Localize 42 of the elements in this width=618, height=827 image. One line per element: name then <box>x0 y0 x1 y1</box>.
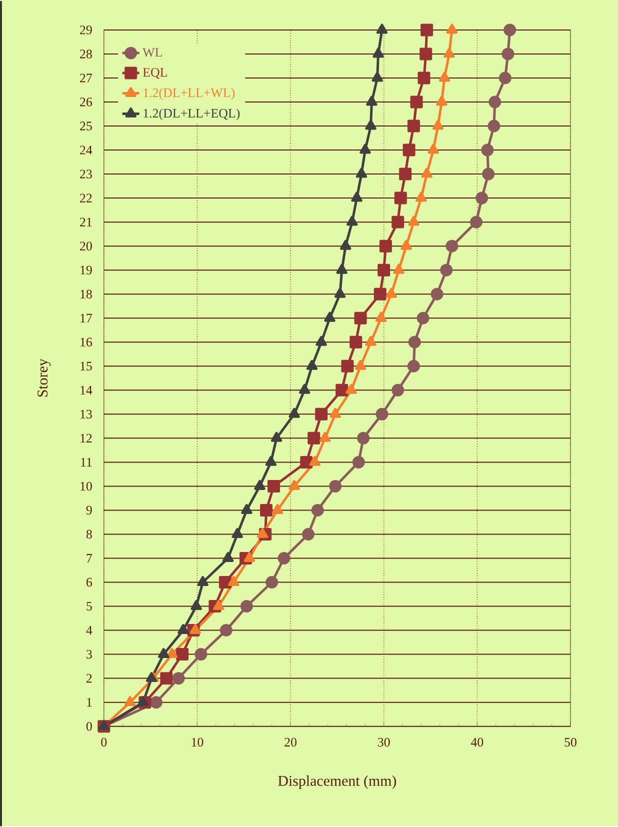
legend-label: 1.2(DL+LL+WL) <box>144 88 234 100</box>
y-tick-label: 15 <box>80 362 92 370</box>
y-tick-label: 2 <box>86 674 92 683</box>
y-tick-label: 0 <box>86 722 92 731</box>
y-tick-label: 28 <box>80 50 92 58</box>
y-tick-label: 23 <box>80 170 92 178</box>
y-tick-label: 3 <box>86 650 92 659</box>
y-tick-label: 21 <box>80 218 92 226</box>
x-tick-label: 40 <box>470 738 483 747</box>
x-tick-label: 20 <box>284 738 296 747</box>
y-tick-label: 1 <box>86 698 92 707</box>
y-tick-label: 22 <box>80 194 92 202</box>
legend-label: WL <box>142 48 162 57</box>
y-tick-label: 19 <box>80 266 92 274</box>
y-tick-label: 27 <box>80 74 92 82</box>
x-axis-title: Displacement (mm) <box>278 775 396 789</box>
y-tick-label: 13 <box>80 410 92 419</box>
y-tick-label: 14 <box>80 386 92 394</box>
x-tick-label: 50 <box>564 738 576 747</box>
x-tick-label: 10 <box>192 738 203 747</box>
y-tick-label: 11 <box>80 458 92 466</box>
legend-label: 1.2(DL+LL+EQL) <box>144 108 240 120</box>
y-tick-label: 29 <box>80 26 92 34</box>
legend-label: EQL <box>142 68 167 79</box>
y-tick-label: 9 <box>86 506 92 515</box>
y-tick-label: 17 <box>80 314 92 322</box>
y-tick-label: 5 <box>86 602 92 611</box>
x-tick-label: 0 <box>100 738 106 747</box>
y-tick-label: 24 <box>80 146 92 154</box>
y-tick-label: 18 <box>80 290 92 298</box>
y-tick-label: 6 <box>86 578 92 587</box>
y-tick-label: 7 <box>86 554 92 562</box>
y-tick-label: 10 <box>80 482 92 491</box>
y-tick-label: 26 <box>80 98 92 106</box>
y-axis-title: Storey <box>37 358 50 397</box>
y-tick-label: 12 <box>80 434 92 442</box>
y-tick-label: 20 <box>80 242 92 250</box>
y-tick-label: 8 <box>86 530 92 539</box>
y-tick-label: 25 <box>80 122 92 130</box>
x-tick-label: 30 <box>378 738 390 747</box>
y-tick-label: 4 <box>86 626 92 635</box>
y-tick-label: 16 <box>80 338 92 346</box>
